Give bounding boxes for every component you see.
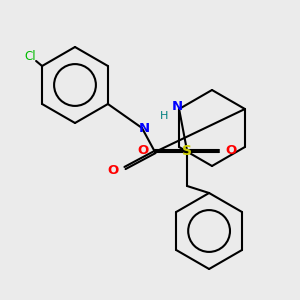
Text: H: H <box>160 111 168 121</box>
Text: Cl: Cl <box>24 50 36 62</box>
Text: O: O <box>137 145 149 158</box>
Text: O: O <box>107 164 118 176</box>
Text: S: S <box>182 144 192 158</box>
Text: N: N <box>172 100 183 113</box>
Text: N: N <box>138 122 150 134</box>
Text: O: O <box>226 145 237 158</box>
